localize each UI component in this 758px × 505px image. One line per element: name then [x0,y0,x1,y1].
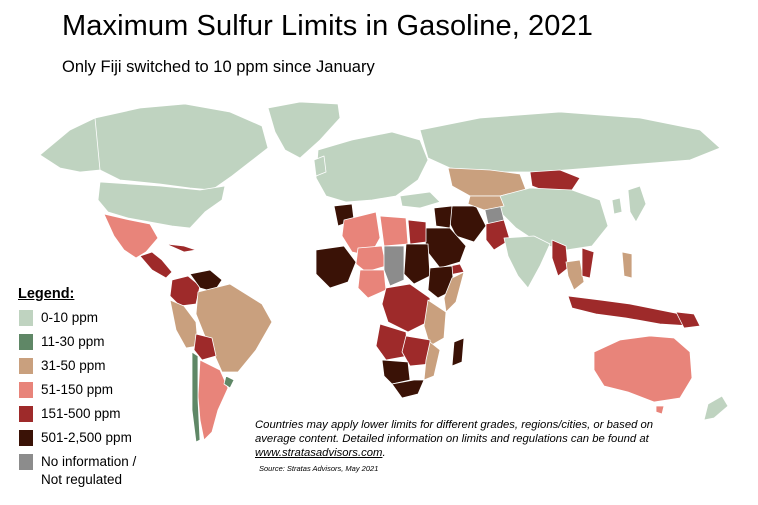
legend-swatch [18,333,34,351]
region-venezuela [189,269,223,293]
region-peru [169,299,199,349]
legend-swatch [18,429,34,447]
region-namibia-botswana [381,359,411,385]
region-korea [611,197,623,215]
region-kenya-tanzania [423,299,447,347]
region-colombia [169,275,201,307]
region-philippines [621,251,633,279]
map-subtitle: Only Fiji switched to 10 ppm since Janua… [62,58,375,76]
region-sudan [403,243,431,285]
region-vietnam [581,247,595,279]
region-angola [375,323,409,361]
region-central-africa [381,283,431,333]
region-mexico [103,213,159,259]
region-pakistan [485,219,511,251]
region-niger [355,245,387,273]
region-nigeria [357,269,387,299]
region-chad [383,245,405,287]
region-europe [315,131,429,203]
note-body: Countries may apply lower limits for dif… [255,419,654,445]
map-title: Maximum Sulfur Limits in Gasoline, 2021 [62,10,593,42]
legend-swatch [18,357,34,375]
region-turkey [399,191,441,209]
stratas-link[interactable]: www.stratasadvisors.com [255,447,383,459]
legend-items: 0-10 ppm 11-30 ppm 31-50 ppm 51-150 ppm 151-… [18,309,158,489]
region-somalia [443,271,465,313]
legend-item: 11-30 ppm [18,333,158,351]
region-egypt [407,219,427,245]
region-australia [593,335,693,403]
region-alaska [39,117,101,173]
region-uk [313,155,327,177]
region-chile [191,351,201,443]
region-tasmania [655,405,665,415]
region-new-zealand [703,395,729,421]
legend: Legend: 0-10 ppm 11-30 ppm 31-50 ppm 51-150… [18,286,158,495]
region-zambia-zimbabwe [401,335,431,367]
legend-label: 0-10 ppm [41,310,99,325]
legend-swatch [18,309,34,327]
region-cuba [165,243,197,253]
region-thailand [565,259,585,291]
legend-label: 31-50 ppm [41,358,106,373]
legend-label: 11-30 ppm [41,334,105,349]
region-argentina [197,359,229,441]
legend-item: 151-500 ppm [18,405,158,423]
region-usa [97,181,226,229]
region-west-africa [315,245,357,289]
region-canada [87,103,269,191]
region-papua-new-guinea [675,311,701,329]
legend-item: 0-10 ppm [18,309,158,327]
source-text: Source: Stratas Advisors, May 2021 [259,464,379,473]
legend-item: 31-50 ppm [18,357,158,375]
region-myanmar [551,239,569,277]
region-madagascar [451,337,465,367]
region-uruguay [223,375,235,389]
legend-swatch [18,405,34,423]
note-end: . [382,447,386,459]
region-central-asia-stans [467,195,505,211]
region-iraq [433,205,453,229]
legend-swatch [18,381,34,399]
region-mozambique [423,341,441,381]
region-south-africa [391,379,425,399]
region-bolivia [193,333,217,361]
region-india [503,235,551,289]
legend-label: 501-2,500 ppm [41,430,132,445]
region-greenland [267,101,341,159]
region-indonesia [567,295,693,327]
note-text: Countries may apply lower limits for dif… [255,418,655,460]
region-russia [419,111,721,173]
legend-label: 51-150 ppm [41,382,114,397]
region-japan [627,185,647,223]
region-central-america [139,251,173,279]
legend-item: No information / Not regulated [18,453,158,489]
legend-item: 501-2,500 ppm [18,429,158,447]
region-libya [379,215,409,247]
legend-item: 51-150 ppm [18,381,158,399]
legend-swatch [18,453,34,471]
legend-label: 151-500 ppm [41,406,121,421]
legend-title: Legend: [18,286,75,302]
legend-label: No information / Not regulated [41,454,137,487]
region-china [499,187,609,251]
